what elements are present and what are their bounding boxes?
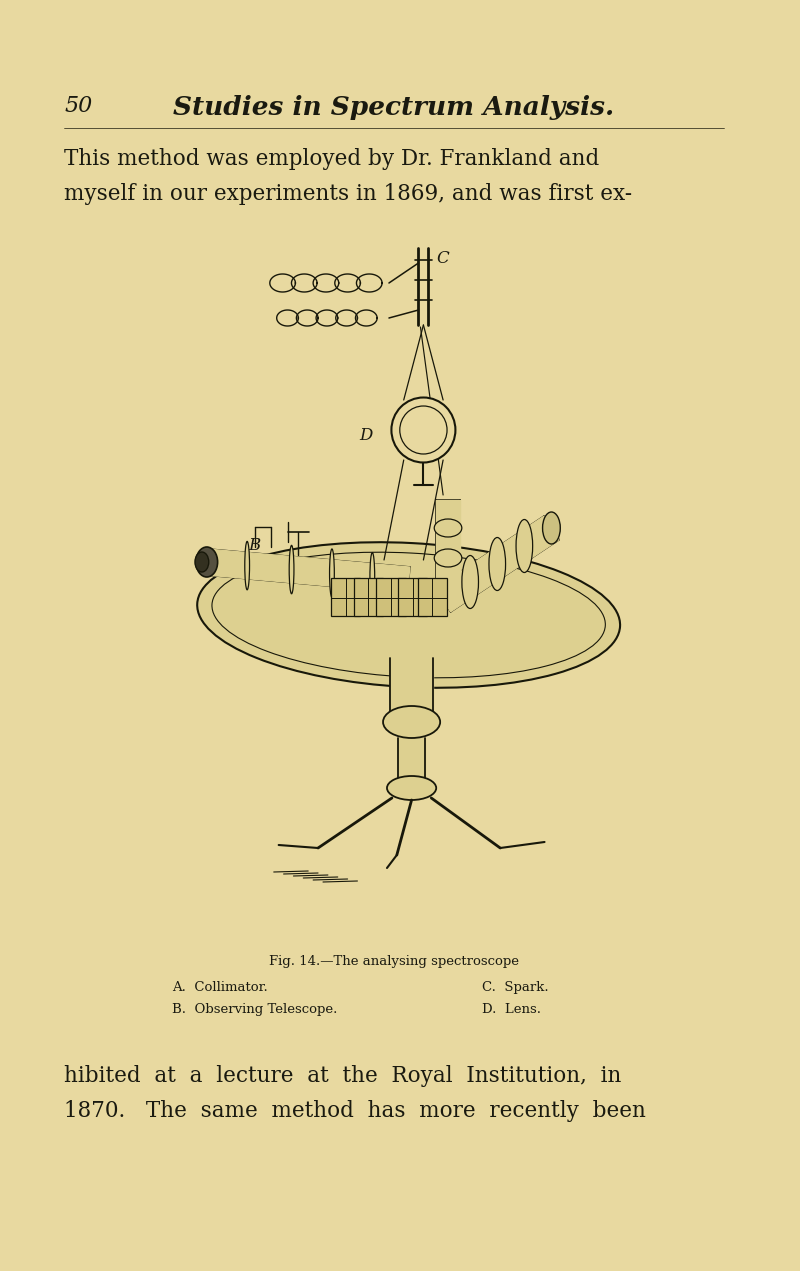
FancyBboxPatch shape (418, 578, 447, 616)
FancyBboxPatch shape (331, 578, 360, 616)
Ellipse shape (370, 553, 374, 601)
Text: 1870.   The  same  method  has  more  recently  been: 1870. The same method has more recently … (64, 1099, 646, 1122)
Text: B.  Observing Telescope.: B. Observing Telescope. (172, 1003, 338, 1016)
Ellipse shape (383, 705, 440, 738)
Text: myself in our experiments in 1869, and was first ex-: myself in our experiments in 1869, and w… (64, 183, 632, 205)
Text: Studies in Spectrum Analysis.: Studies in Spectrum Analysis. (174, 95, 614, 119)
Ellipse shape (489, 538, 506, 591)
Ellipse shape (387, 777, 436, 799)
Ellipse shape (196, 547, 218, 577)
Ellipse shape (195, 552, 209, 572)
Text: 50: 50 (64, 95, 92, 117)
Text: hibited  at  a  lecture  at  the  Royal  Institution,  in: hibited at a lecture at the Royal Instit… (64, 1065, 622, 1087)
Text: This method was employed by Dr. Frankland and: This method was employed by Dr. Franklan… (64, 147, 599, 170)
Polygon shape (435, 516, 559, 611)
Text: A: A (498, 545, 510, 562)
Polygon shape (206, 549, 410, 594)
Text: D.  Lens.: D. Lens. (482, 1003, 542, 1016)
Ellipse shape (330, 549, 334, 597)
Text: A.  Collimator.: A. Collimator. (172, 981, 268, 994)
Ellipse shape (434, 519, 462, 538)
Text: B: B (248, 538, 260, 554)
Ellipse shape (289, 545, 294, 594)
Text: Fig. 14.—The analysing spectroscope: Fig. 14.—The analysing spectroscope (269, 955, 519, 969)
FancyBboxPatch shape (354, 578, 383, 616)
Ellipse shape (197, 543, 620, 688)
Ellipse shape (434, 549, 462, 567)
Ellipse shape (462, 555, 478, 609)
FancyBboxPatch shape (398, 578, 427, 616)
Text: D: D (359, 427, 373, 444)
Ellipse shape (245, 541, 250, 590)
Ellipse shape (542, 512, 560, 544)
Text: C.  Spark.: C. Spark. (482, 981, 549, 994)
Ellipse shape (391, 398, 455, 463)
FancyBboxPatch shape (376, 578, 406, 616)
Ellipse shape (516, 520, 533, 572)
Text: C: C (436, 250, 449, 267)
